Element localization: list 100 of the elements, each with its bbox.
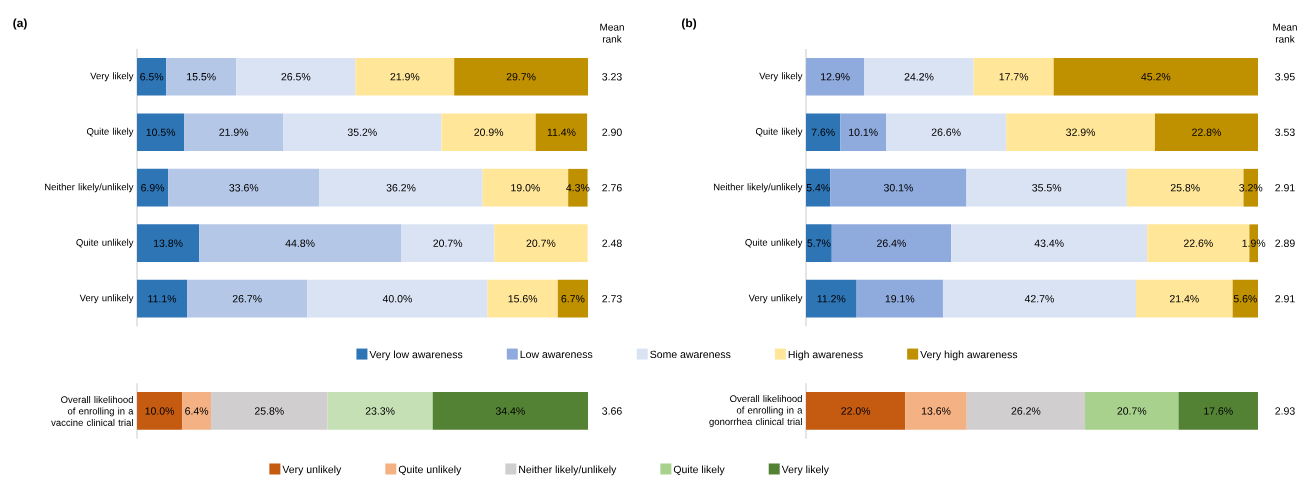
text: Mean rank bbox=[1273, 23, 1297, 43]
data-label: 26.5% bbox=[281, 73, 311, 81]
bar bbox=[282, 113, 442, 152]
data-label: 12.9% bbox=[821, 73, 850, 81]
data-label: 6.4% bbox=[185, 407, 209, 415]
bar bbox=[137, 224, 200, 263]
data-label: 26.4% bbox=[877, 239, 906, 247]
data-label: 15.6% bbox=[508, 295, 538, 303]
y-tick-label: Quite likely bbox=[86, 127, 134, 137]
bar bbox=[557, 279, 589, 318]
data-label: 25.8% bbox=[1170, 184, 1200, 192]
data-label: 35.2% bbox=[347, 128, 377, 136]
data-label: 5.7% bbox=[807, 239, 831, 247]
bar bbox=[535, 113, 588, 152]
text: 3.53 bbox=[1275, 128, 1295, 136]
data-label: 24.2% bbox=[904, 73, 934, 81]
data-label: 20.9% bbox=[474, 128, 504, 136]
bar bbox=[137, 392, 183, 430]
bar bbox=[1232, 279, 1258, 318]
y-tick-label: Neither likely/unlikely bbox=[45, 183, 134, 193]
data-label: 5.4% bbox=[806, 184, 830, 192]
data-label: 19.1% bbox=[885, 295, 915, 303]
bar bbox=[137, 168, 169, 207]
data-label: 36.2% bbox=[386, 184, 416, 192]
bar bbox=[199, 224, 402, 263]
bar bbox=[182, 392, 212, 430]
y-tick-label: Quite unlikely bbox=[745, 238, 803, 248]
bar bbox=[886, 113, 1007, 152]
data-label: 21.4% bbox=[1169, 295, 1199, 303]
legend-label: Very low awareness bbox=[369, 350, 463, 361]
bar bbox=[432, 392, 588, 430]
data-label: 22.0% bbox=[841, 407, 871, 415]
legend-label: Very high awareness bbox=[920, 350, 1018, 361]
bar bbox=[137, 57, 167, 96]
text: (b) bbox=[681, 18, 697, 30]
bar bbox=[1135, 279, 1233, 318]
text: 2.48 bbox=[602, 239, 622, 247]
text: 3.23 bbox=[602, 73, 622, 81]
bar bbox=[487, 279, 558, 318]
bar bbox=[831, 224, 952, 263]
data-label: 34.4% bbox=[495, 407, 525, 415]
text: 3.95 bbox=[1275, 73, 1295, 81]
data-label: 13.6% bbox=[921, 407, 951, 415]
data-label: 11.2% bbox=[817, 295, 846, 303]
data-label: 5.6% bbox=[1233, 295, 1257, 303]
bar bbox=[187, 279, 308, 318]
legend-label: High awareness bbox=[788, 350, 863, 361]
text: 2.90 bbox=[602, 128, 622, 136]
bar bbox=[441, 113, 536, 152]
data-label: 25.8% bbox=[254, 407, 284, 415]
bar bbox=[137, 279, 188, 318]
bar bbox=[1085, 392, 1179, 430]
data-label: 13.8% bbox=[154, 239, 183, 247]
text: Mean rank bbox=[600, 23, 624, 43]
y-tick-label: Overall likelihood of enrolling in a gonorrhea clinical trial bbox=[709, 395, 803, 427]
legend-label: Quite unlikely bbox=[398, 465, 462, 476]
y-tick-label: Very likely bbox=[759, 72, 803, 82]
data-label: 10.5% bbox=[146, 128, 176, 136]
data-label: 6.9% bbox=[141, 184, 165, 192]
bar bbox=[806, 113, 841, 152]
text: 2.91 bbox=[1275, 184, 1295, 192]
bar bbox=[966, 392, 1086, 430]
data-label: 11.4% bbox=[547, 128, 576, 136]
data-label: 30.1% bbox=[883, 184, 913, 192]
data-label: 19.0% bbox=[511, 184, 540, 192]
data-label: 20.7% bbox=[433, 239, 463, 247]
data-label: 15.5% bbox=[187, 73, 216, 81]
bar bbox=[806, 392, 906, 430]
legend-label: Neither likely/unlikely bbox=[519, 465, 617, 476]
data-label: 22.8% bbox=[1192, 128, 1221, 136]
data-label: 32.9% bbox=[1066, 128, 1096, 136]
data-label: 40.0% bbox=[382, 295, 412, 303]
bar bbox=[211, 392, 328, 430]
bar bbox=[494, 224, 588, 263]
bar bbox=[184, 113, 283, 152]
bar bbox=[355, 57, 455, 96]
text: (a) bbox=[13, 18, 27, 30]
data-label: 11.1% bbox=[148, 295, 177, 303]
bar bbox=[1053, 57, 1258, 96]
bar bbox=[905, 392, 967, 430]
data-label: 6.5% bbox=[140, 73, 164, 81]
data-label: 43.4% bbox=[1034, 239, 1064, 247]
y-tick-label: Neither likely/unlikely bbox=[714, 183, 803, 193]
y-tick-label: Very unlikely bbox=[79, 294, 134, 304]
data-label: 26.7% bbox=[232, 295, 262, 303]
bar bbox=[401, 224, 495, 263]
y-tick-label: Quite unlikely bbox=[76, 238, 134, 248]
bar bbox=[973, 57, 1054, 96]
bar bbox=[319, 168, 483, 207]
bar bbox=[806, 168, 831, 207]
data-label: 22.6% bbox=[1183, 239, 1213, 247]
text: 2.91 bbox=[1275, 295, 1295, 303]
data-label: 42.7% bbox=[1024, 295, 1054, 303]
bar bbox=[951, 224, 1148, 263]
bar bbox=[830, 168, 967, 207]
data-label: 7.6% bbox=[811, 128, 835, 136]
data-label: 21.9% bbox=[390, 73, 420, 81]
legend-label: Very unlikely bbox=[282, 465, 342, 476]
y-tick-label: Very likely bbox=[90, 72, 134, 82]
data-label: 23.3% bbox=[365, 407, 395, 415]
